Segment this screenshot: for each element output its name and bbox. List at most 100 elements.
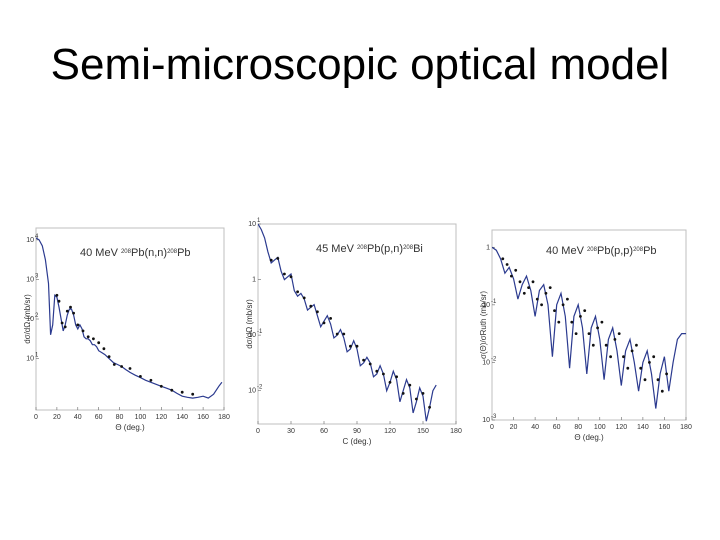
x-tick-label: 0 bbox=[490, 424, 494, 431]
data-point bbox=[302, 296, 306, 300]
data-point bbox=[505, 263, 509, 266]
data-point bbox=[395, 375, 398, 379]
data-point bbox=[349, 344, 352, 348]
x-tick-label: 60 bbox=[320, 428, 328, 435]
data-point bbox=[600, 320, 604, 324]
data-point bbox=[316, 310, 319, 314]
title-text-part: Pb bbox=[177, 247, 190, 259]
x-tick-label: 40 bbox=[531, 424, 539, 431]
y-tick-exponent: -2 bbox=[491, 356, 497, 362]
x-tick-label: 60 bbox=[95, 414, 103, 421]
y-tick-label: 1 bbox=[252, 277, 256, 284]
data-point bbox=[57, 299, 61, 303]
data-point bbox=[574, 332, 578, 335]
data-point bbox=[81, 329, 85, 333]
data-point bbox=[382, 372, 385, 376]
data-point bbox=[355, 344, 359, 348]
data-point bbox=[72, 311, 75, 315]
data-point bbox=[535, 297, 539, 301]
data-point bbox=[643, 378, 647, 382]
data-point bbox=[269, 258, 273, 262]
data-point bbox=[652, 355, 656, 359]
x-tick-label: 90 bbox=[353, 428, 361, 435]
y-tick-exponent: -2 bbox=[257, 385, 263, 391]
data-point bbox=[60, 321, 64, 325]
x-tick-label: 20 bbox=[510, 424, 518, 431]
data-point bbox=[639, 366, 643, 370]
x-tick-label: 180 bbox=[680, 424, 692, 431]
x-tick-label: 180 bbox=[218, 414, 230, 421]
data-point bbox=[335, 332, 339, 336]
x-tick-label: 160 bbox=[197, 414, 209, 421]
data-point bbox=[191, 392, 195, 396]
data-point bbox=[583, 309, 587, 312]
slide-title: Semi-microscopic optical model bbox=[50, 40, 670, 89]
plot-frame bbox=[35, 227, 225, 411]
data-point bbox=[415, 397, 418, 401]
data-point bbox=[622, 355, 625, 359]
data-point bbox=[159, 384, 163, 388]
data-point bbox=[97, 341, 101, 345]
model-curve bbox=[492, 246, 686, 409]
data-point bbox=[322, 321, 326, 325]
data-point bbox=[65, 309, 69, 313]
data-point bbox=[428, 405, 431, 409]
data-point bbox=[139, 375, 142, 378]
data-point bbox=[522, 291, 526, 295]
data-point bbox=[276, 257, 280, 260]
data-point bbox=[107, 355, 111, 358]
data-point bbox=[604, 343, 608, 347]
data-point bbox=[86, 335, 90, 339]
data-point bbox=[180, 390, 184, 394]
x-tick-label: 0 bbox=[256, 428, 260, 435]
title-mass-number: 208 bbox=[121, 249, 132, 255]
data-point bbox=[289, 275, 293, 279]
y-tick-label: 10 bbox=[26, 316, 34, 323]
data-point bbox=[591, 343, 595, 347]
data-point bbox=[561, 303, 565, 307]
data-point bbox=[544, 291, 548, 295]
x-tick-label: 0 bbox=[34, 414, 38, 421]
title-mass-number: 208 bbox=[633, 247, 644, 253]
model-curve bbox=[36, 237, 223, 399]
chart-panel-pp-scattering: 0 20 40 60 80 100 120 140 160 180 1 10 -1 10 -2 10 -3 Θ (… bbox=[478, 222, 692, 448]
data-point bbox=[531, 280, 535, 284]
x-tick-label: 80 bbox=[574, 424, 582, 431]
x-tick-label: 120 bbox=[615, 424, 627, 431]
data-point bbox=[296, 290, 299, 294]
data-point bbox=[309, 304, 313, 308]
x-tick-label: 120 bbox=[384, 428, 396, 435]
data-point bbox=[656, 378, 660, 382]
title-text-part: 45 MeV bbox=[316, 243, 357, 255]
chart-title: 40 MeV 208Pb(n,n)208Pb bbox=[80, 247, 191, 259]
plot-frame bbox=[257, 223, 457, 425]
data-point bbox=[401, 392, 405, 395]
data-point bbox=[648, 361, 651, 364]
data-point bbox=[92, 337, 95, 341]
y-tick-label: 10 bbox=[26, 237, 34, 244]
data-point bbox=[613, 338, 617, 341]
data-point bbox=[570, 320, 574, 324]
data-point bbox=[342, 332, 346, 336]
data-point bbox=[510, 274, 513, 278]
y-tick-label: 10 bbox=[26, 356, 34, 363]
data-point bbox=[514, 268, 518, 272]
data-point bbox=[368, 362, 372, 366]
y-tick-label: 10 bbox=[248, 332, 256, 339]
data-point bbox=[579, 315, 582, 318]
data-point bbox=[617, 332, 621, 335]
data-point bbox=[283, 272, 286, 276]
data-point bbox=[609, 355, 612, 359]
x-tick-label: 40 bbox=[74, 414, 82, 421]
data-point bbox=[112, 363, 116, 366]
data-point bbox=[149, 378, 153, 382]
data-point bbox=[553, 309, 556, 312]
data-point bbox=[69, 305, 72, 309]
y-tick-exponent: 2 bbox=[35, 313, 39, 319]
data-point bbox=[587, 332, 591, 335]
y-tick-label: 10 bbox=[248, 221, 256, 228]
chart-panel-n-scattering: 0 20 40 60 80 100 120 140 160 180 10 4 10 3 10 2 10 1 Θ (d… bbox=[24, 218, 236, 450]
x-tick-label: 140 bbox=[176, 414, 188, 421]
data-point bbox=[388, 380, 392, 384]
